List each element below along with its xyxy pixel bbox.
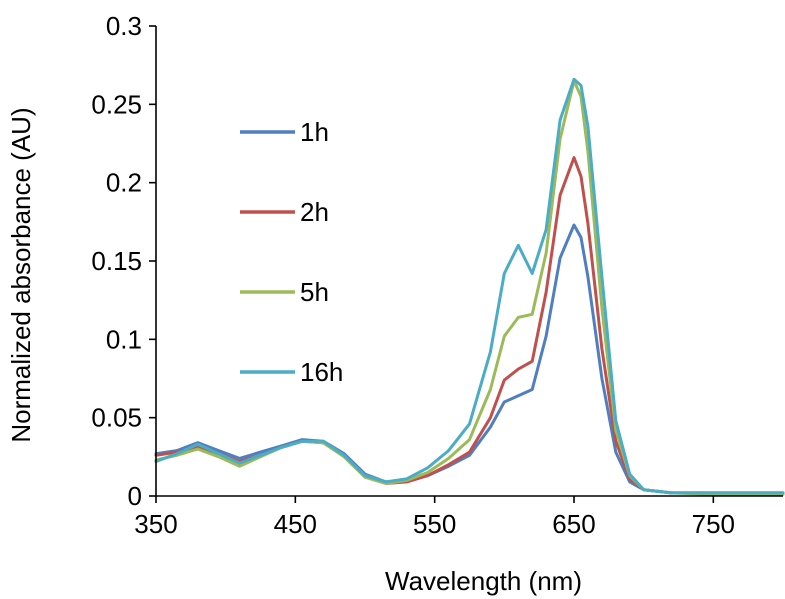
y-tick-label: 0.2 (106, 168, 142, 198)
x-tick-label: 650 (552, 509, 595, 539)
legend-label: 2h (300, 197, 329, 227)
y-tick-label: 0.3 (106, 11, 142, 41)
y-axis-ticks: 0 0.05 0.1 0.15 0.2 0.25 0.3 (91, 11, 156, 511)
y-tick-label: 0.05 (91, 403, 142, 433)
y-tick-label: 0.15 (91, 246, 142, 276)
legend: 1h 2h 5h 16h (240, 117, 343, 387)
y-axis-title: Normalized absorbance (AU) (6, 107, 36, 442)
x-tick-label: 350 (134, 509, 177, 539)
x-tick-label: 450 (274, 509, 317, 539)
x-axis-title: Wavelength (nm) (385, 566, 582, 596)
x-tick-label: 550 (413, 509, 456, 539)
legend-label: 16h (300, 357, 343, 387)
series-line-2h (154, 156, 785, 495)
y-tick-label: 0 (128, 481, 142, 511)
series-line-1h (154, 223, 785, 495)
series-line-16h (154, 77, 785, 495)
x-tick-label: 750 (692, 509, 735, 539)
y-tick-label: 0.1 (106, 324, 142, 354)
series-line-5h (154, 79, 785, 496)
x-axis-ticks: 350 450 550 650 750 (134, 496, 735, 539)
legend-label: 1h (300, 117, 329, 147)
y-tick-label: 0.25 (91, 89, 142, 119)
series-layer (154, 77, 785, 496)
legend-label: 5h (300, 277, 329, 307)
